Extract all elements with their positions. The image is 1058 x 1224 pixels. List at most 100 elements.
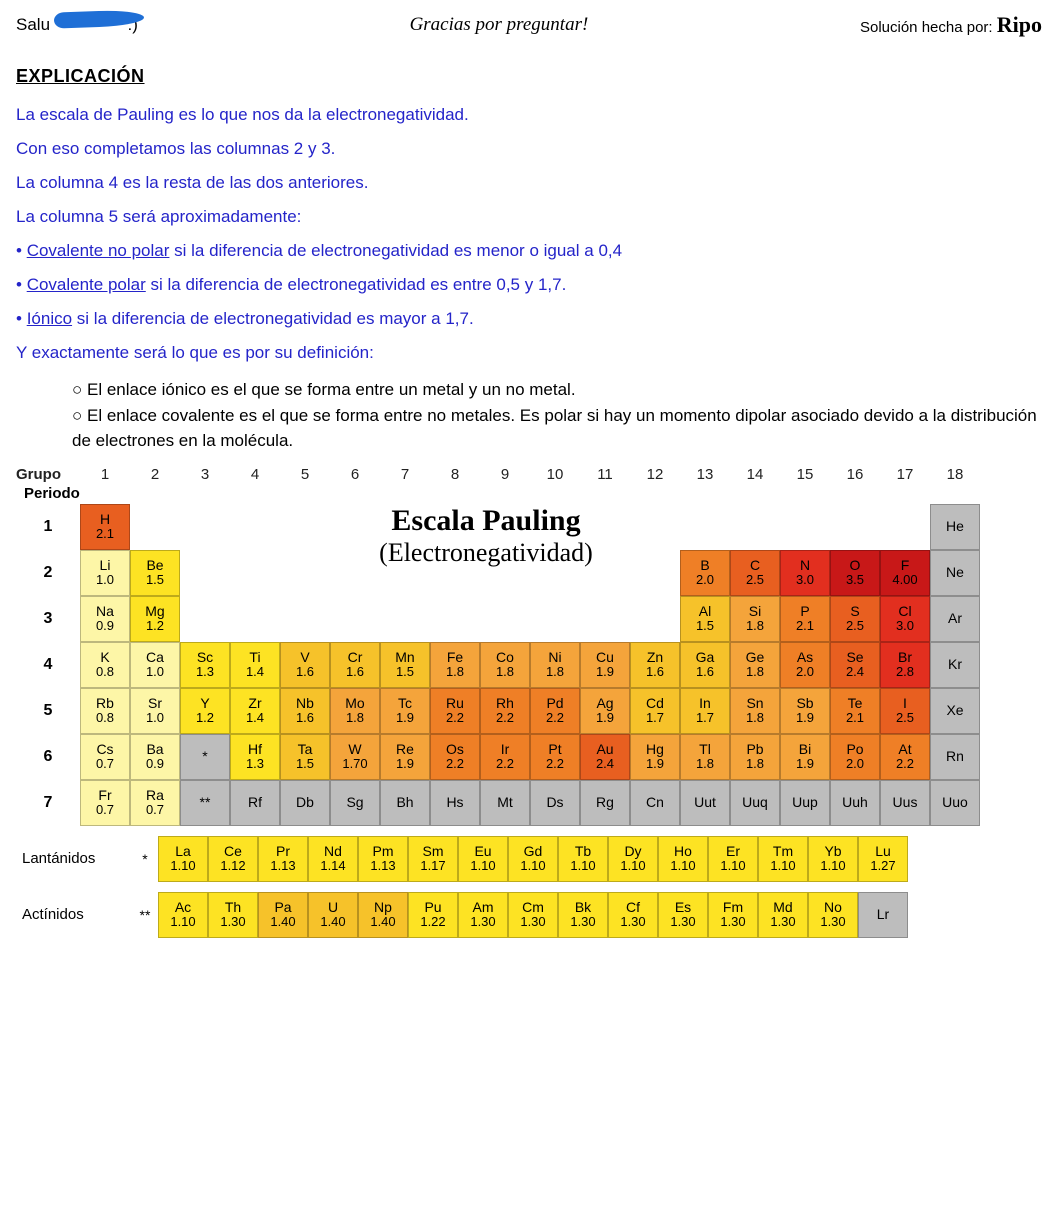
- element-cell: Ge1.8: [730, 642, 780, 688]
- element-value: 1.30: [770, 915, 795, 929]
- element-symbol: Zn: [647, 650, 663, 665]
- period-row: 3Na0.9Mg1.2Al1.5Si1.8P2.1S2.5Cl3.0Ar: [16, 596, 1042, 642]
- element-symbol: F: [901, 558, 910, 573]
- definition-covalent: El enlace covalente es el que se forma e…: [72, 403, 1042, 454]
- element-value: 1.30: [670, 915, 695, 929]
- element-cell: Hg1.9: [630, 734, 680, 780]
- element-value: 1.10: [570, 859, 595, 873]
- element-value: 1.2: [146, 619, 164, 633]
- element-symbol: Uup: [792, 795, 818, 810]
- element-value: 1.9: [796, 757, 814, 771]
- empty-cell: [730, 504, 780, 550]
- element-cell: Uuh: [830, 780, 880, 826]
- element-symbol: Pr: [276, 844, 290, 859]
- group-number: 18: [930, 466, 980, 483]
- element-symbol: Uus: [893, 795, 918, 810]
- element-value: 0.8: [96, 665, 114, 679]
- element-symbol: Tb: [575, 844, 591, 859]
- element-cell: Cm1.30: [508, 892, 558, 938]
- element-cell: Db: [280, 780, 330, 826]
- group-number: 4: [230, 466, 280, 483]
- element-symbol: Pa: [274, 900, 291, 915]
- element-value: 1.7: [696, 711, 714, 725]
- element-value: 1.3: [196, 665, 214, 679]
- element-symbol: In: [699, 696, 711, 711]
- element-value: 1.5: [296, 757, 314, 771]
- periodo-label: Periodo: [24, 485, 1042, 502]
- element-symbol: Rf: [248, 795, 262, 810]
- element-value: 0.7: [96, 757, 114, 771]
- element-value: 1.10: [520, 859, 545, 873]
- element-value: 2.4: [596, 757, 614, 771]
- group-number: 7: [380, 466, 430, 483]
- element-value: 3.5: [846, 573, 864, 587]
- element-symbol: Pm: [373, 844, 394, 859]
- element-cell: N3.0: [780, 550, 830, 596]
- element-cell: Eu1.10: [458, 836, 508, 882]
- element-cell: Mt: [480, 780, 530, 826]
- element-symbol: Rn: [946, 749, 964, 764]
- element-value: 1.70: [342, 757, 367, 771]
- element-symbol: Kr: [948, 657, 962, 672]
- element-symbol: Se: [846, 650, 863, 665]
- element-symbol: La: [175, 844, 191, 859]
- greeting-prefix: Salu: [16, 15, 50, 34]
- element-value: 2.2: [446, 757, 464, 771]
- element-cell: Cu1.9: [580, 642, 630, 688]
- element-symbol: Cs: [96, 742, 113, 757]
- element-value: 1.30: [470, 915, 495, 929]
- empty-cell: [180, 550, 230, 596]
- element-cell: Rf: [230, 780, 280, 826]
- element-symbol: Ir: [501, 742, 510, 757]
- element-value: 2.5: [746, 573, 764, 587]
- lanthanides-label: Lantánidos: [16, 836, 132, 882]
- element-value: 1.5: [146, 573, 164, 587]
- element-value: 1.10: [470, 859, 495, 873]
- element-symbol: Cf: [626, 900, 640, 915]
- element-symbol: Sg: [346, 795, 363, 810]
- element-symbol: **: [200, 795, 211, 810]
- element-value: 1.6: [346, 665, 364, 679]
- element-cell: Am1.30: [458, 892, 508, 938]
- element-symbol: Ne: [946, 565, 964, 580]
- element-value: 1.9: [646, 757, 664, 771]
- element-symbol: Th: [225, 900, 241, 915]
- element-value: 0.9: [146, 757, 164, 771]
- element-symbol: Db: [296, 795, 314, 810]
- element-value: 1.8: [346, 711, 364, 725]
- element-cell: Sr1.0: [130, 688, 180, 734]
- period-row: 7Fr0.7Ra0.7**RfDbSgBhHsMtDsRgCnUutUuqUup…: [16, 780, 1042, 826]
- element-symbol: Uuo: [942, 795, 968, 810]
- element-symbol: Hs: [446, 795, 463, 810]
- element-symbol: Fe: [447, 650, 463, 665]
- element-cell: Se2.4: [830, 642, 880, 688]
- element-symbol: Ar: [948, 611, 962, 626]
- para-3: La columna 4 es la resta de las dos ante…: [16, 173, 1042, 193]
- element-symbol: Cd: [646, 696, 664, 711]
- element-symbol: Te: [848, 696, 863, 711]
- element-value: 1.6: [696, 665, 714, 679]
- element-value: 0.9: [96, 619, 114, 633]
- element-cell: Bk1.30: [558, 892, 608, 938]
- element-symbol: Re: [396, 742, 414, 757]
- empty-cell: [430, 596, 480, 642]
- group-number: 6: [330, 466, 380, 483]
- element-value: 2.4: [846, 665, 864, 679]
- element-symbol: Si: [749, 604, 761, 619]
- element-symbol: Er: [726, 844, 740, 859]
- section-title: EXPLICACIÓN: [16, 66, 1042, 87]
- element-cell: Fm1.30: [708, 892, 758, 938]
- element-symbol: Ag: [596, 696, 613, 711]
- element-value: 1.7: [646, 711, 664, 725]
- element-cell: Xe: [930, 688, 980, 734]
- element-cell: Ni1.8: [530, 642, 580, 688]
- element-value: 2.2: [496, 757, 514, 771]
- empty-cell: [580, 596, 630, 642]
- element-cell: Cs0.7: [80, 734, 130, 780]
- element-symbol: Al: [699, 604, 711, 619]
- element-value: 1.9: [796, 711, 814, 725]
- element-cell: Tc1.9: [380, 688, 430, 734]
- element-symbol: Ti: [249, 650, 260, 665]
- element-symbol: Br: [898, 650, 912, 665]
- element-cell: Lr: [858, 892, 908, 938]
